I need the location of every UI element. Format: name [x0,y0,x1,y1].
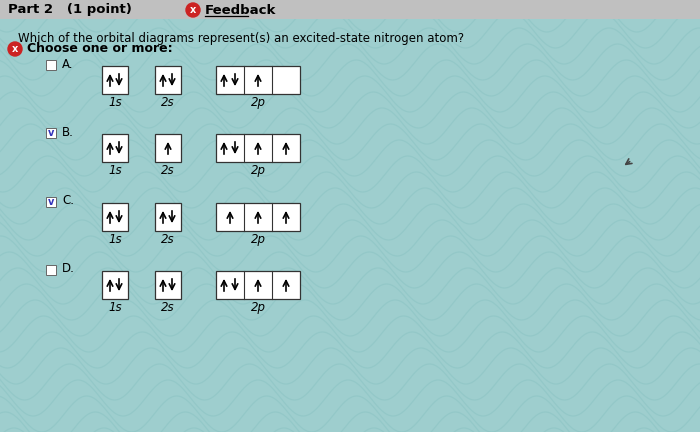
Bar [46,60,56,70]
Bar [216,66,300,94]
Bar [102,134,128,162]
Text: v: v [48,128,54,138]
Bar [102,66,128,94]
Text: Which of the orbital diagrams represent(s) an excited-state nitrogen atom?: Which of the orbital diagrams represent(… [18,32,464,45]
Bar [0,0,700,19]
Text: 2p: 2p [251,233,265,246]
Text: Choose one or more:: Choose one or more: [27,42,173,55]
Bar [216,203,300,231]
Text: 2p: 2p [251,164,265,177]
Text: 2s: 2s [161,233,175,246]
Bar [46,265,56,275]
Bar [155,134,181,162]
Text: x: x [12,44,18,54]
Text: 2p: 2p [251,301,265,314]
Circle shape [8,42,22,56]
Text: 1s: 1s [108,164,122,177]
Bar [155,203,181,231]
Text: Feedback: Feedback [205,3,276,16]
Bar [216,271,300,299]
Bar [46,197,56,207]
Text: 1s: 1s [108,96,122,109]
Bar [216,134,300,162]
Text: B.: B. [62,126,74,139]
Text: A.: A. [62,57,74,70]
Text: 2s: 2s [161,164,175,177]
Text: 2s: 2s [161,96,175,109]
Text: 1s: 1s [108,233,122,246]
Text: C.: C. [62,194,74,207]
Text: D.: D. [62,263,75,276]
Bar [102,271,128,299]
Bar [155,271,181,299]
Bar [155,66,181,94]
Text: Part 2   (1 point): Part 2 (1 point) [8,3,132,16]
Text: x: x [190,5,196,15]
Text: 2p: 2p [251,96,265,109]
Text: v: v [48,197,54,207]
Bar [102,203,128,231]
Text: 2s: 2s [161,301,175,314]
Text: 1s: 1s [108,301,122,314]
Bar [46,128,56,138]
Circle shape [186,3,200,17]
